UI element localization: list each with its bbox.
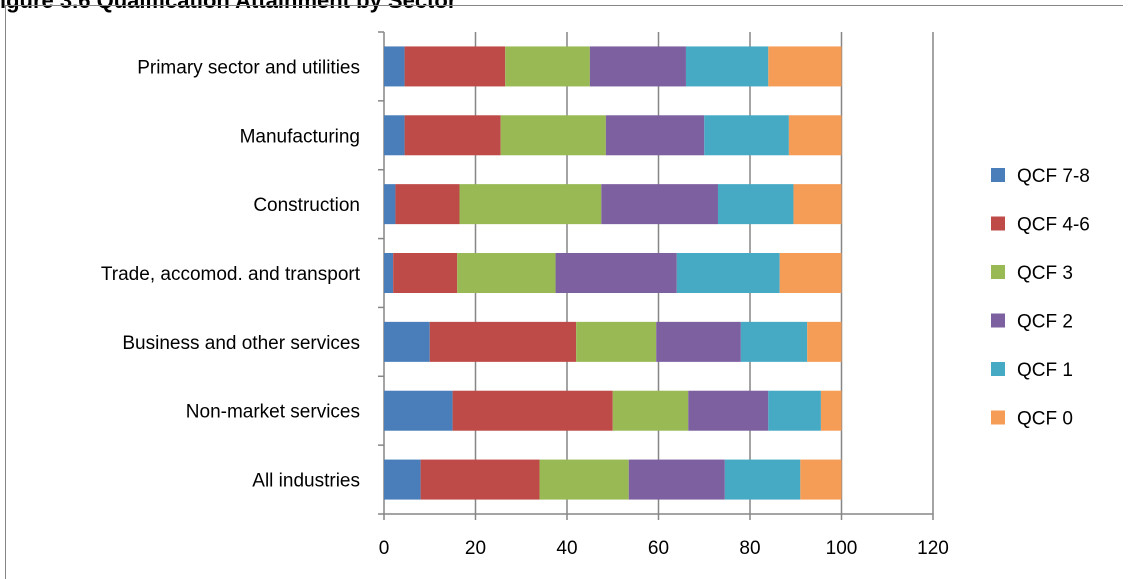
bar-trade-accomod-and-transport-qcf-0	[779, 253, 842, 293]
bar-all-industries-qcf-1	[724, 459, 801, 500]
x-tick-label-80: 80	[739, 538, 760, 559]
legend-label-qcf-3: QCF 3	[1017, 263, 1073, 284]
category-label-non-market-services: Non-market services	[186, 402, 360, 423]
bar-trade-accomod-and-transport-qcf-1	[676, 253, 780, 293]
x-tick-label-100: 100	[826, 538, 858, 559]
bar-business-and-other-services-qcf-2	[656, 321, 741, 362]
legend-swatch-qcf-7-8	[991, 168, 1005, 182]
bar-business-and-other-services-qcf-1	[740, 321, 808, 362]
bar-manufacturing-qcf-7-8	[384, 115, 405, 156]
bar-business-and-other-services-qcf-3	[576, 321, 657, 362]
bar-primary-sector-and-utilities-qcf-7-8	[384, 46, 405, 87]
bar-primary-sector-and-utilities-qcf-1	[685, 46, 769, 87]
bar-primary-sector-and-utilities-qcf-4-6	[404, 46, 506, 87]
chart-frame	[5, 5, 1123, 579]
bar-all-industries-qcf-4-6	[420, 459, 540, 500]
bar-manufacturing-qcf-2	[605, 115, 705, 156]
bar-construction-qcf-3	[459, 184, 602, 225]
legend-swatch-qcf-0	[991, 410, 1005, 425]
x-tick-label-40: 40	[556, 538, 577, 559]
bar-business-and-other-services-qcf-7-8	[384, 321, 430, 362]
bar-all-industries-qcf-3	[539, 459, 629, 500]
bar-business-and-other-services-qcf-0	[807, 321, 842, 362]
category-label-business-and-other-services: Business and other services	[122, 333, 360, 354]
legend-label-qcf-1: QCF 1	[1017, 360, 1073, 381]
tick-labels: 0 20 40 60 80 100 120	[379, 538, 949, 559]
bar-manufacturing-qcf-4-6	[404, 115, 501, 156]
legend-swatch-qcf-2	[991, 313, 1005, 328]
bar-construction-qcf-1	[717, 184, 794, 225]
x-tick-label-120: 120	[917, 538, 949, 559]
bar-primary-sector-and-utilities-qcf-2	[589, 46, 686, 87]
bar-non-market-services-qcf-4-6	[452, 390, 613, 431]
x-tick-label-0: 0	[379, 538, 390, 559]
bar-non-market-services-qcf-2	[688, 390, 769, 431]
bar-trade-accomod-and-transport-qcf-2	[555, 253, 677, 293]
bar-all-industries-qcf-7-8	[384, 459, 421, 500]
bar-construction-qcf-0	[793, 184, 842, 225]
bar-construction-qcf-4-6	[395, 184, 460, 225]
bar-all-industries-qcf-0	[800, 459, 842, 500]
bar-all-industries-qcf-2	[628, 459, 725, 500]
bar-trade-accomod-and-transport-qcf-4-6	[393, 253, 458, 293]
category-label-primary-sector-and-utilities: Primary sector and utilities	[137, 57, 360, 78]
category-labels: Primary sector and utilities Manufacturin…	[101, 57, 361, 491]
bar-non-market-services-qcf-7-8	[384, 390, 453, 431]
bar-non-market-services-qcf-1	[768, 390, 821, 431]
legend: QCF 7-8 QCF 4-6 QCF 3 QCF 2 QCF 1 QCF 0	[991, 166, 1090, 430]
legend-swatch-qcf-4-6	[991, 216, 1005, 231]
bar-manufacturing-qcf-1	[704, 115, 789, 156]
x-tick-label-60: 60	[648, 538, 669, 559]
bar-construction-qcf-2	[601, 184, 718, 225]
bar-non-market-services-qcf-0	[820, 390, 842, 431]
legend-swatch-qcf-1	[991, 362, 1005, 376]
bar-primary-sector-and-utilities-qcf-0	[768, 46, 842, 87]
bar-trade-accomod-and-transport-qcf-7-8	[384, 253, 394, 293]
bar-business-and-other-services-qcf-4-6	[429, 321, 577, 362]
bar-construction-qcf-7-8	[384, 184, 396, 225]
category-label-construction: Construction	[253, 195, 360, 216]
bar-primary-sector-and-utilities-qcf-3	[505, 46, 590, 87]
category-label-manufacturing: Manufacturing	[240, 126, 360, 147]
bar-trade-accomod-and-transport-qcf-3	[457, 253, 556, 293]
legend-label-qcf-0: QCF 0	[1017, 409, 1073, 430]
category-label-trade-accomod-and-transport: Trade, accomod. and transport	[101, 264, 361, 285]
bar-manufacturing-qcf-0	[788, 115, 842, 156]
legend-label-qcf-2: QCF 2	[1017, 312, 1073, 333]
x-tick-label-20: 20	[465, 538, 486, 559]
bar-non-market-services-qcf-3	[612, 390, 689, 431]
legend-label-qcf-7-8: QCF 7-8	[1017, 166, 1090, 187]
legend-swatch-qcf-3	[991, 265, 1005, 279]
chart-title-fragment: igure 3.6 Qualification Attainment by Se…	[0, 0, 457, 13]
bars	[384, 46, 842, 500]
category-label-all-industries: All industries	[252, 471, 360, 492]
legend-label-qcf-4-6: QCF 4-6	[1017, 215, 1090, 236]
bar-manufacturing-qcf-3	[500, 115, 606, 156]
